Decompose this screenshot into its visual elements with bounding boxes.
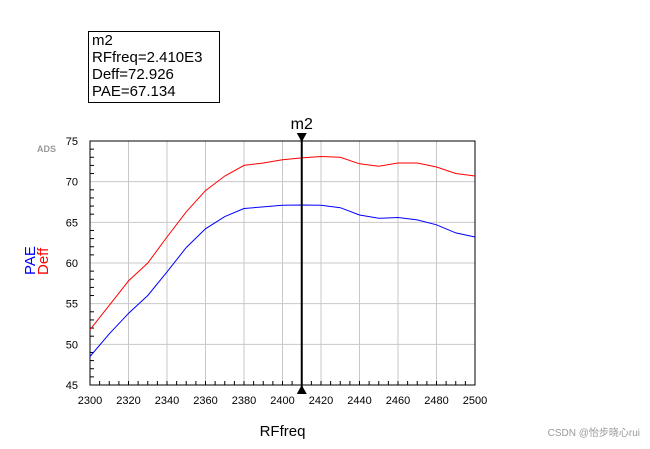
y-tick-label: 45 xyxy=(66,380,78,392)
x-tick-label: 2320 xyxy=(116,395,140,407)
x-tick-label: 2360 xyxy=(193,395,217,407)
marker-readout-deff: Deff=72.926 xyxy=(92,66,174,83)
marker-top-triangle xyxy=(296,133,307,142)
marker-bottom-triangle xyxy=(296,385,307,394)
y-tick-label: 65 xyxy=(66,217,78,229)
x-tick-label: 2340 xyxy=(155,395,179,407)
x-tick-label: 2400 xyxy=(270,395,294,407)
x-tick-label: 2420 xyxy=(309,395,333,407)
y-tick-label: 75 xyxy=(66,136,78,148)
y-tick-label: 55 xyxy=(66,299,78,311)
ads-watermark: ADS xyxy=(37,144,57,154)
marker-readout-box: m2 RFfreq=2.410E3 Deff=72.926 PAE=67.134 xyxy=(88,31,220,103)
y-tick-label: 60 xyxy=(66,258,78,270)
series-line-pae xyxy=(89,204,476,357)
marker-readout-name: m2 xyxy=(92,32,113,49)
marker-readout-pae: PAE=67.134 xyxy=(92,83,176,100)
x-tick-label: 2300 xyxy=(78,395,102,407)
x-tick-label: 2460 xyxy=(386,395,410,407)
marker-label: m2 xyxy=(291,116,313,133)
x-tick-label: 2500 xyxy=(463,395,487,407)
x-tick-label: 2440 xyxy=(347,395,371,407)
y-tick-label: 70 xyxy=(66,177,78,189)
plot-frame xyxy=(89,140,476,386)
x-tick-label: 2480 xyxy=(424,395,448,407)
csdn-watermark: CSDN @怡步晓心rui xyxy=(547,428,640,439)
x-axis-label: RFfreq xyxy=(260,423,306,440)
x-tick-label: 2380 xyxy=(232,395,256,407)
marker-readout-freq: RFfreq=2.410E3 xyxy=(92,49,203,66)
y-tick-label: 50 xyxy=(66,339,78,351)
series-line-deff xyxy=(89,155,476,331)
